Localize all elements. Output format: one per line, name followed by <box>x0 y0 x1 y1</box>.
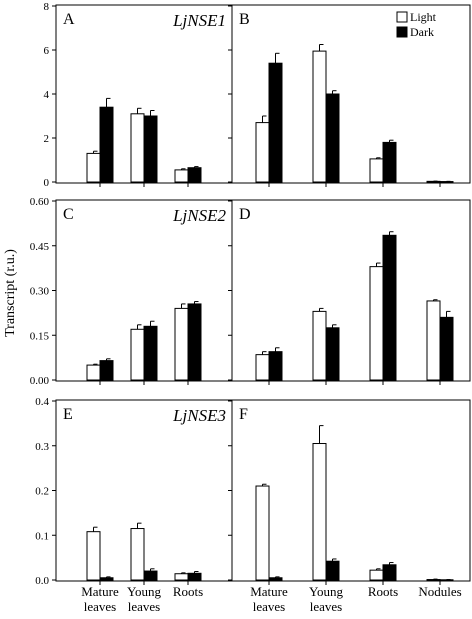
bar-dark <box>382 141 397 183</box>
y-tick-label: 6 <box>44 45 50 57</box>
bar-light <box>255 122 270 183</box>
panel-letter: F <box>239 406 248 423</box>
bar-dark <box>143 325 158 381</box>
panel-letter: B <box>239 11 250 28</box>
gene-name: LjNSE2 <box>172 206 226 225</box>
panel-letter: C <box>63 206 74 223</box>
bar-dark <box>268 351 283 381</box>
legend-dark-swatch <box>396 26 408 38</box>
bar-light <box>130 528 145 581</box>
y-tick-label: 0.60 <box>30 196 50 208</box>
bar-light <box>86 531 101 581</box>
category-label: Mature <box>81 584 119 599</box>
bar-light <box>255 354 270 381</box>
panel-d: D <box>228 199 471 385</box>
panel-letter: E <box>63 406 73 423</box>
y-tick-label: 0.1 <box>35 530 49 542</box>
y-tick-label: 4 <box>44 89 50 101</box>
category-label: Nodules <box>418 584 461 599</box>
panel-letter: D <box>239 206 251 223</box>
bar-dark <box>382 234 397 381</box>
bar-light <box>312 443 327 581</box>
y-tick-label: 0.3 <box>35 441 49 453</box>
bar-dark <box>325 560 340 581</box>
bar-light <box>369 266 384 381</box>
panel-e: 0.00.10.20.30.4E LjNSE3MatureleavesYoungl… <box>35 396 233 614</box>
panel-b: B <box>228 4 471 187</box>
bar-dark <box>268 577 283 581</box>
gene-name: LjNSE3 <box>172 406 226 425</box>
bar-light <box>130 113 145 183</box>
bar-light <box>86 364 101 381</box>
bar-light <box>312 50 327 183</box>
bar-light <box>426 300 441 381</box>
bar-light <box>130 328 145 381</box>
bar-dark <box>187 167 202 183</box>
bar-light <box>174 169 189 183</box>
y-tick-label: 0 <box>44 177 50 189</box>
y-tick-label: 0.4 <box>35 396 49 408</box>
bar-dark <box>382 564 397 581</box>
legend-light-swatch <box>396 11 408 23</box>
category-label: leaves <box>84 599 116 614</box>
bar-dark <box>99 577 114 581</box>
y-tick-label: 8 <box>44 1 50 13</box>
bar-dark <box>268 62 283 183</box>
legend-dark-label: Dark <box>410 25 434 39</box>
bar-light <box>86 152 101 183</box>
bar-light <box>174 307 189 381</box>
bar-dark <box>187 303 202 381</box>
y-axis-label: Transcript (r.u.) <box>3 249 18 337</box>
category-label: Young <box>127 584 162 599</box>
legend-light-label: Light <box>410 10 437 24</box>
y-tick-label: 0.45 <box>30 241 50 253</box>
y-tick-label: 0.30 <box>30 286 50 298</box>
bar-light <box>369 569 384 581</box>
bar-dark <box>99 106 114 183</box>
category-label: leaves <box>128 599 160 614</box>
y-tick-label: 0.15 <box>30 330 50 342</box>
y-tick-label: 0.2 <box>35 486 49 498</box>
category-label: Roots <box>173 584 203 599</box>
gene-name: LjNSE1 <box>172 11 226 30</box>
bar-dark <box>143 115 158 183</box>
category-label: Roots <box>368 584 398 599</box>
bar-dark <box>439 316 454 381</box>
category-label: leaves <box>253 599 285 614</box>
bar-dark <box>325 327 340 381</box>
panel-letter: A <box>63 11 75 28</box>
y-tick-label: 0.0 <box>35 575 49 587</box>
bar-dark <box>325 93 340 183</box>
category-label: Young <box>309 584 344 599</box>
bar-dark <box>143 570 158 581</box>
panel-a: 0 2 4 6 8 A LjNSE1 <box>44 1 233 189</box>
category-label: Mature <box>250 584 288 599</box>
panels: 0 2 4 6 8 A LjNSE1 B 0.00 0.15 0.30 0.45 0.60 C LjNSE2… <box>30 1 471 614</box>
bar-light <box>312 310 327 381</box>
category-label: leaves <box>310 599 342 614</box>
legend: Light Dark <box>396 10 437 39</box>
bar-light <box>255 485 270 581</box>
panel-c: 0.00 0.15 0.30 0.45 0.60 C LjNSE2 <box>30 196 233 387</box>
y-tick-label: 0.00 <box>30 375 50 387</box>
bar-light <box>174 573 189 581</box>
bar-light <box>369 158 384 183</box>
bar-dark <box>187 572 202 581</box>
bar-dark <box>99 360 114 381</box>
y-tick-label: 2 <box>44 133 50 145</box>
